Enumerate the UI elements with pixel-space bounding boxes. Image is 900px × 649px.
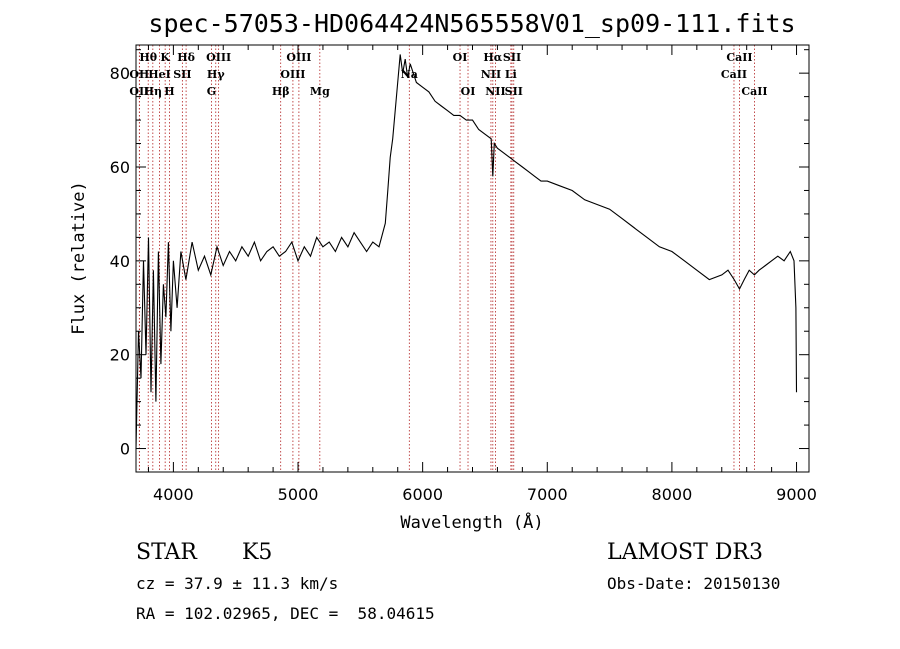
spectral-line-label: Na — [401, 68, 418, 81]
spectral-line-label: NII — [485, 85, 505, 98]
flux-series-line — [135, 54, 798, 449]
x-tick-label: 7000 — [527, 485, 568, 504]
y-tick-label: 20 — [110, 346, 130, 365]
spectral-line-label: Hβ — [272, 85, 290, 98]
spectral-line-label: OII — [129, 68, 149, 81]
spectral-line-label: Mg — [310, 85, 330, 98]
x-tick-label: 6000 — [402, 485, 443, 504]
coordinates: RA = 102.02965, DEC = 58.04615 — [136, 604, 435, 623]
spectral-line-label: Hγ — [207, 68, 225, 81]
x-tick-label: 5000 — [278, 485, 319, 504]
spectral-line-label: SII — [503, 51, 521, 64]
y-axis: 0 20 40 60 80 — [110, 49, 809, 459]
spectral-line-label: OI — [453, 51, 468, 64]
spectral-line-label: Hη — [144, 85, 162, 98]
object-class: STAR — [136, 540, 197, 565]
spectral-line-label: SII — [505, 85, 523, 98]
spectral-line-label: Hα — [483, 51, 502, 64]
spectral-line-label: H — [164, 85, 174, 98]
spectral-line-label: Li — [505, 68, 517, 81]
spectral-line-label: HeI — [148, 68, 171, 81]
spectral-line-label: K — [160, 51, 170, 64]
redshift-readout: cz = 37.9 ± 11.3 km/s — [136, 574, 339, 593]
y-tick-label: 40 — [110, 252, 130, 271]
x-tick-label: 4000 — [153, 485, 194, 504]
y-axis-label: Flux (relative) — [69, 181, 89, 335]
spectral-line-label: OII — [129, 85, 149, 98]
spectral-line-label: NII — [481, 68, 501, 81]
obs-date: Obs-Date: 20150130 — [607, 574, 781, 593]
spectral-line-label: CaII — [726, 51, 752, 64]
spectral-line-label: OIII — [206, 51, 231, 64]
spectral-line-label: Hδ — [177, 51, 195, 64]
object-subclass: K5 — [242, 540, 273, 565]
y-tick-label: 0 — [120, 440, 130, 459]
spectral-line-label: G — [207, 85, 216, 98]
survey-name: LAMOST DR3 — [607, 540, 763, 565]
spectral-line-label: OIII — [280, 68, 305, 81]
x-axis-label: Wavelength (Å) — [400, 511, 543, 533]
spectral-line-label: CaII — [721, 68, 747, 81]
x-tick-label: 8000 — [652, 485, 693, 504]
y-tick-label: 80 — [110, 64, 130, 83]
x-axis: 4000 5000 6000 7000 8000 9000 — [147, 45, 817, 504]
y-tick-label: 60 — [110, 158, 130, 177]
spectral-line-markers — [138, 45, 755, 472]
chart-title: spec-57053-HD064424N565558V01_sp09-111.f… — [148, 9, 795, 38]
x-tick-label: 9000 — [776, 485, 817, 504]
spectral-line-label: OI — [461, 85, 476, 98]
spectral-line-label: OIII — [286, 51, 311, 64]
spectral-line-label: Hθ — [139, 51, 157, 64]
spectral-line-label: SII — [173, 68, 191, 81]
spectral-line-label: CaII — [741, 85, 767, 98]
